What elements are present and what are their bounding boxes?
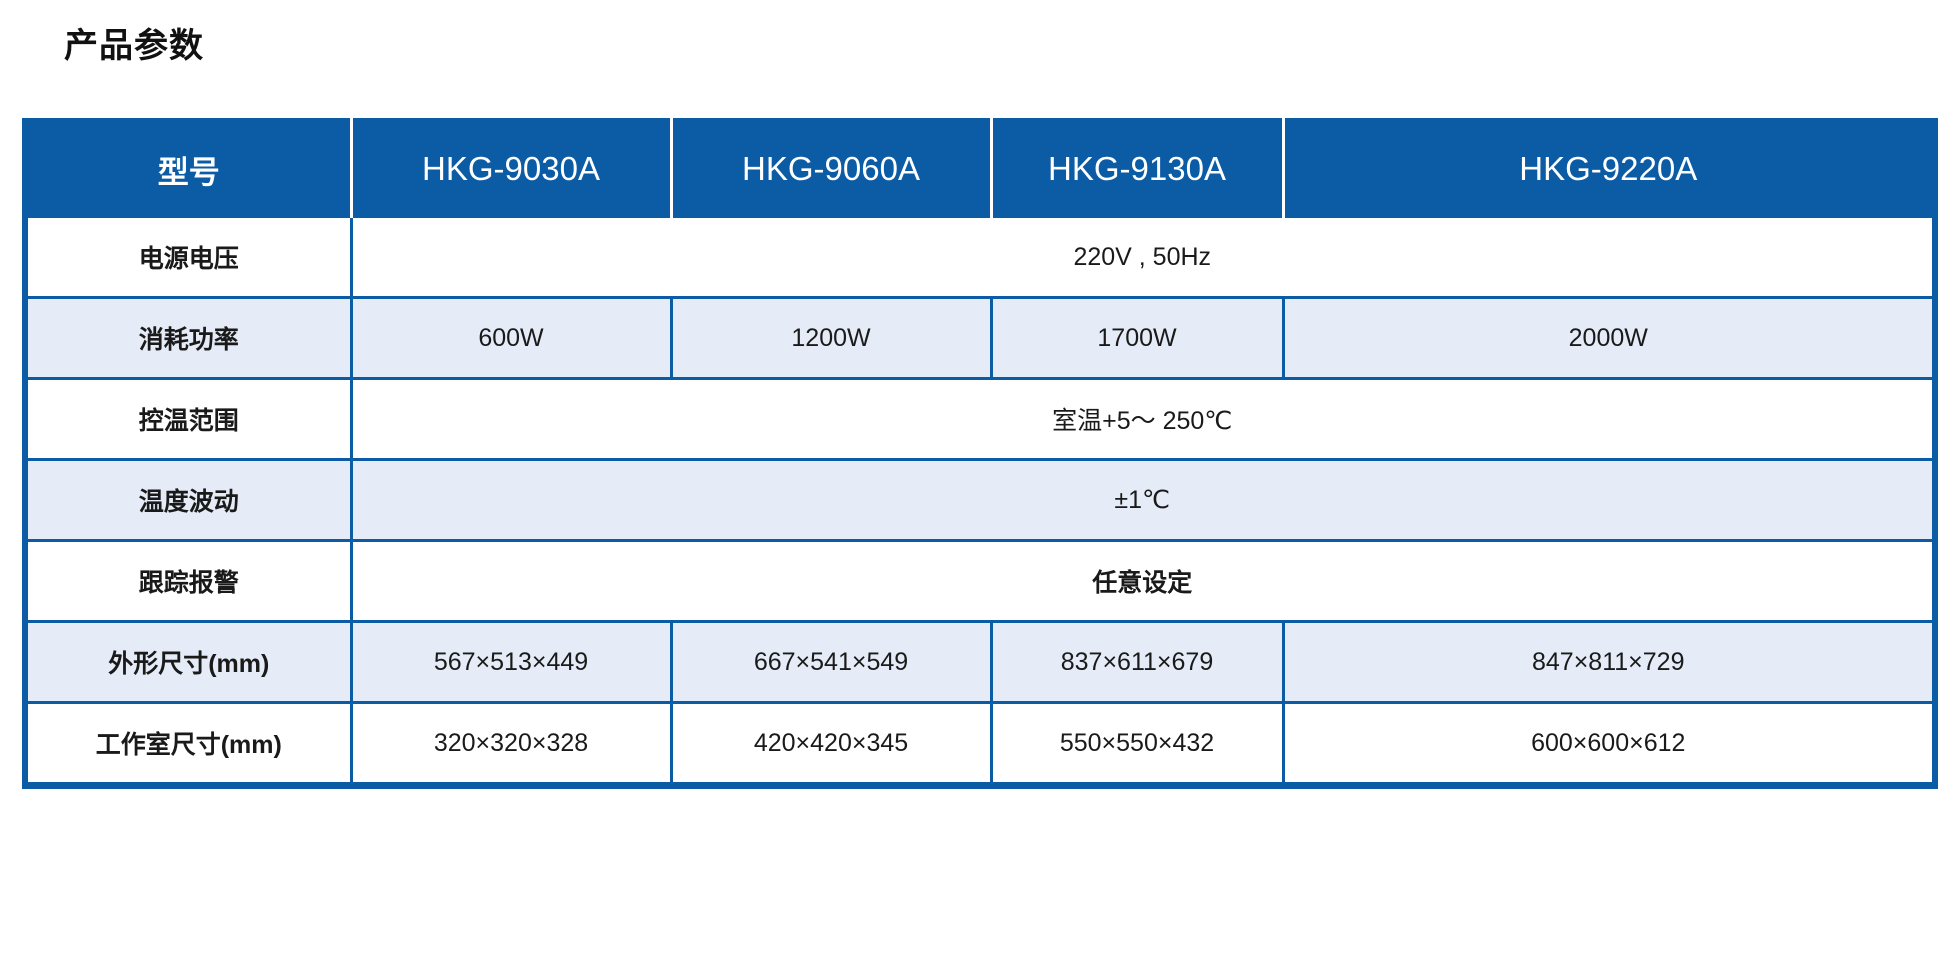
table-row: 电源电压 220V , 50Hz [25, 218, 1935, 298]
header-row: 型号 HKG-9030A HKG-9060A HKG-9130A HKG-922… [25, 119, 1935, 218]
row-value-cell: 600W [349, 296, 671, 379]
row-value-cell: 600×600×612 [1281, 701, 1935, 786]
row-value-cell: 550×550×432 [989, 701, 1283, 786]
table-row: 控温范围 室温+5～ 250℃ [25, 377, 1935, 460]
row-value-cell: 837×611×679 [989, 620, 1283, 703]
header-cell-model-2: HKG-9060A [669, 119, 991, 218]
header-cell-model-4: HKG-9220A [1281, 119, 1935, 218]
row-label: 电源电压 [25, 218, 351, 298]
row-value-merged: 任意设定 [349, 539, 1935, 622]
row-label: 外形尺寸(mm) [25, 620, 351, 703]
table-row: 工作室尺寸(mm) 320×320×328 420×420×345 550×550×4… [25, 701, 1935, 786]
row-value-merged: ±1℃ [349, 458, 1935, 541]
row-value-cell: 667×541×549 [669, 620, 991, 703]
table-row: 外形尺寸(mm) 567×513×449 667×541×549 837×611×67… [25, 620, 1935, 703]
table-row: 消耗功率 600W 1200W 1700W 2000W [25, 296, 1935, 379]
row-label: 消耗功率 [25, 296, 351, 379]
row-label: 跟踪报警 [25, 539, 351, 622]
row-value-cell: 320×320×328 [349, 701, 671, 786]
header-cell-label: 型号 [25, 119, 351, 218]
header-cell-model-3: HKG-9130A [989, 119, 1283, 218]
table-header: 型号 HKG-9030A HKG-9060A HKG-9130A HKG-922… [25, 119, 1935, 218]
table-row: 跟踪报警 任意设定 [25, 539, 1935, 622]
row-value-cell: 1700W [989, 296, 1283, 379]
row-value-cell: 847×811×729 [1281, 620, 1935, 703]
row-label: 工作室尺寸(mm) [25, 701, 351, 786]
header-cell-model-1: HKG-9030A [349, 119, 671, 218]
row-value-merged: 室温+5～ 250℃ [349, 377, 1935, 460]
row-value-cell: 1200W [669, 296, 991, 379]
row-value-cell: 420×420×345 [669, 701, 991, 786]
row-value-merged: 220V , 50Hz [349, 218, 1935, 298]
product-specification-table: 型号 HKG-9030A HKG-9060A HKG-9130A HKG-922… [22, 118, 1938, 789]
table-body: 电源电压 220V , 50Hz 消耗功率 600W 1200W 1700W 2000W 控温… [25, 218, 1935, 786]
row-label: 控温范围 [25, 377, 351, 460]
spec-table-container: 型号 HKG-9030A HKG-9060A HKG-9130A HKG-922… [22, 118, 1938, 789]
page-title: 产品参数 [64, 27, 204, 65]
row-label: 温度波动 [25, 458, 351, 541]
row-value-cell: 567×513×449 [349, 620, 671, 703]
table-row: 温度波动 ±1℃ [25, 458, 1935, 541]
row-value-cell: 2000W [1281, 296, 1935, 379]
